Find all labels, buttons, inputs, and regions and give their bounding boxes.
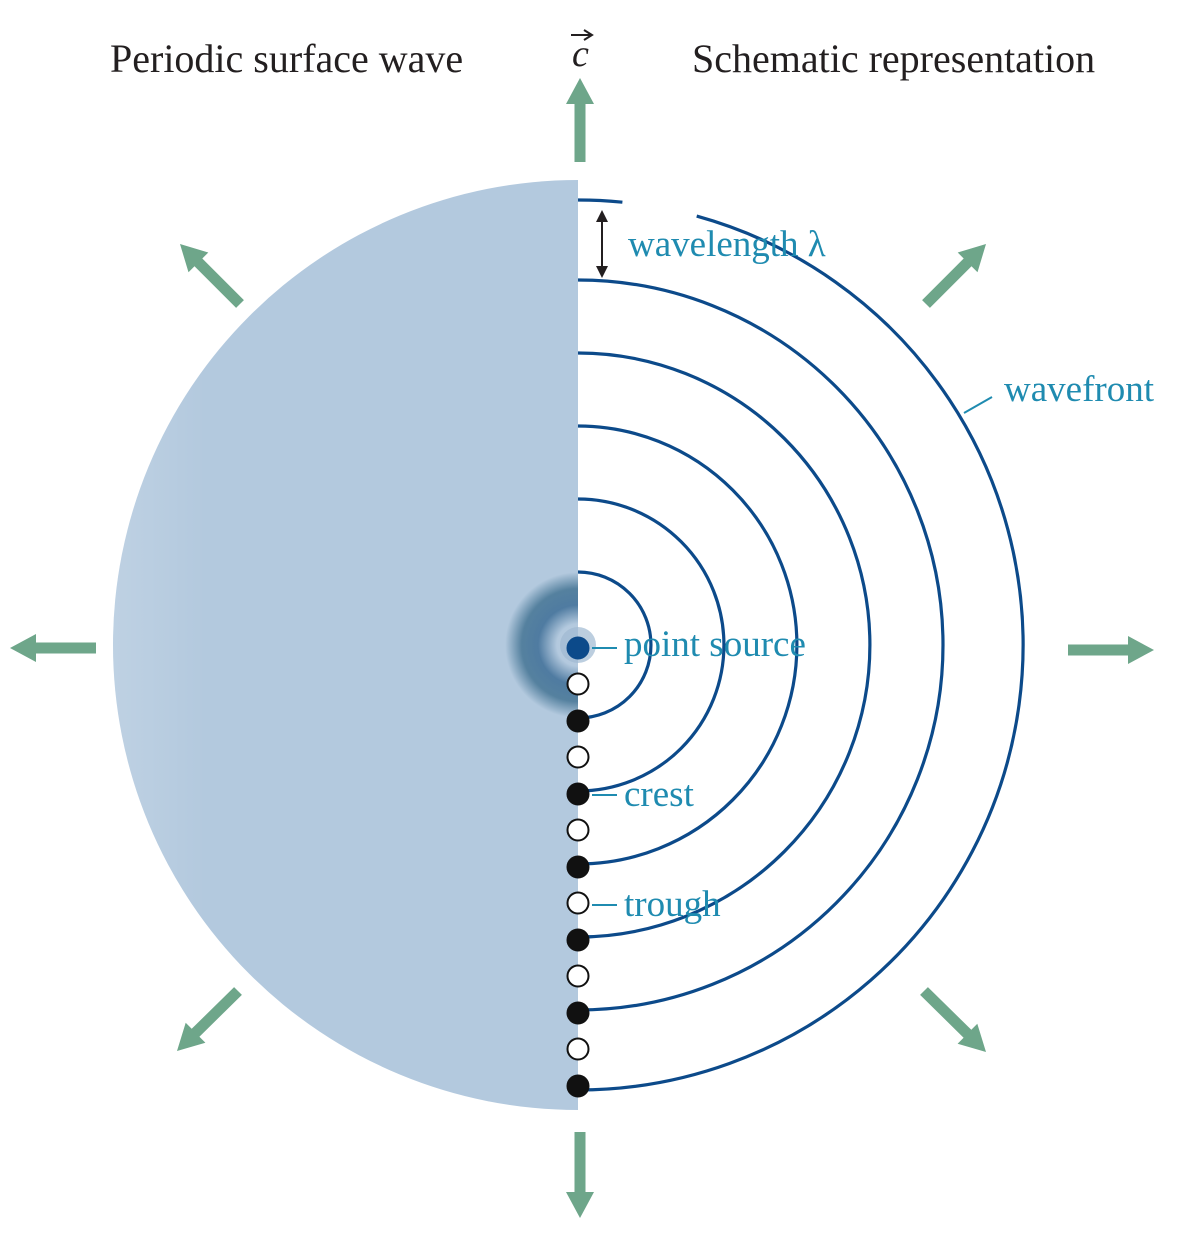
arrow-icon [920,987,986,1052]
arrow-icon [177,987,242,1051]
left-title: Periodic surface wave [110,36,463,81]
source-axis-dots [566,636,590,1098]
arrow-icon [1068,636,1154,664]
wavefront-arc-outer-stub [577,198,623,204]
trough-dot [566,672,590,696]
wavefront-arc [577,497,726,793]
crest-dot [566,782,590,806]
crest-dot [566,1074,590,1098]
point-source-dot [566,636,590,660]
wavefront-arcs [577,198,1025,1092]
right-title: Schematic representation [692,36,1095,81]
trough-label: trough [624,884,721,925]
surface-wave-half-disk [113,180,596,1110]
trough-dot [566,818,590,842]
velocity-label: c [571,29,594,75]
trough-dot [566,745,590,769]
crest-label: crest [624,774,695,815]
trough-dot [566,1037,590,1061]
arrow-icon [566,1132,594,1218]
wavefront-arc [577,278,945,1012]
propagation-arrows [10,78,1154,1218]
crest-dot [566,855,590,879]
arrow-icon [180,244,244,308]
wavefront-arc [577,214,1025,1092]
leader-lines [592,396,993,906]
wavefront-arc [577,351,872,939]
velocity-symbol: c [572,33,589,75]
trough-dot [566,964,590,988]
vector-arrow-icon [571,29,594,41]
point-source-label: point source [624,624,806,665]
wavefront-arc [577,424,799,866]
arrow-icon [922,244,986,308]
crest-dot [566,1001,590,1025]
wavefront-arc [577,570,653,720]
wavelength-label: wavelength λ [628,224,826,265]
crest-dot [566,709,590,733]
wavefront-label: wavefront [1004,369,1155,410]
arrow-icon [566,78,594,162]
crest-dot [566,928,590,952]
trough-dot [566,891,590,915]
arrow-icon [10,634,96,662]
